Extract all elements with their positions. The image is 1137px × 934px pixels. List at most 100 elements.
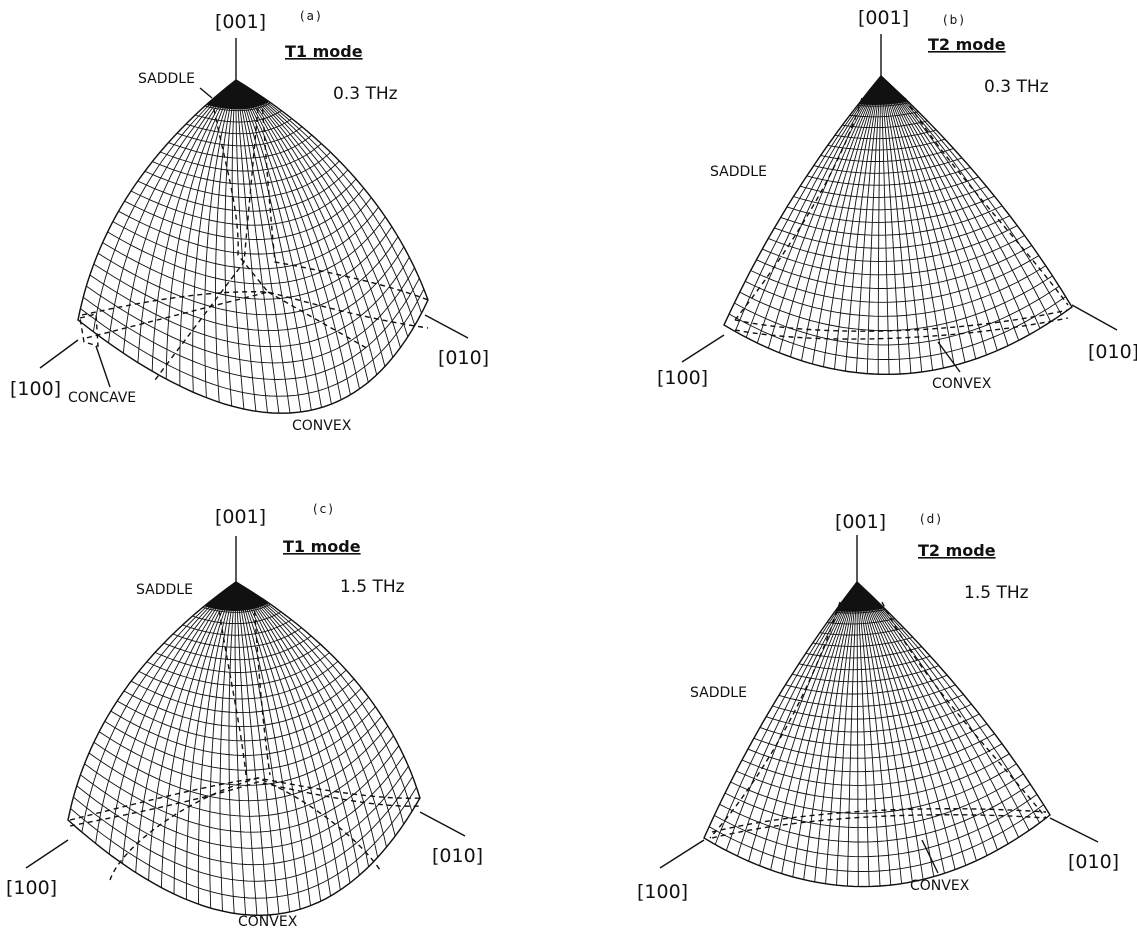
panel-c-grid-ring: [76, 765, 409, 866]
panel-d-convex-pointer: [921, 839, 939, 874]
panel-b-grid-meridian: [880, 75, 944, 369]
panel-b-grid-meridian: [880, 75, 1030, 335]
panel-a-axis-100: [39, 339, 79, 369]
panel-a-label-010: [010]: [438, 347, 489, 369]
panel-a: [001] (a) T1 mode 0.3 THz SADDLE [100] C…: [10, 9, 489, 434]
panel-d-grid-meridian: [814, 581, 858, 882]
panel-a-grid-meridian: [235, 79, 332, 405]
panel-a-grid-meridian: [235, 79, 429, 301]
panel-b-grid-meridian: [855, 75, 882, 373]
panel-b-axes: [681, 34, 1118, 363]
panel-d-frequency: 1.5 THz: [964, 583, 1029, 603]
panel-b-grid-meridian: [880, 75, 1062, 315]
panel-c-axis-010: [419, 811, 466, 837]
panel-d-grid-meridian: [856, 581, 913, 882]
panel-c-axes: [25, 536, 466, 869]
panel-d-axes: [659, 535, 1099, 869]
panel-c-mode-title: T1 mode: [283, 537, 361, 556]
panel-d-grid-meridian: [856, 581, 881, 887]
panel-c-grid-meridian: [235, 581, 387, 848]
panel-c-grid-meridian: [235, 581, 311, 906]
panel-a-grid-meridian: [235, 79, 394, 358]
panel-c-grid-meridian: [173, 581, 237, 895]
panel-b-grid-meridian: [844, 75, 882, 372]
panel-c-grid-meridian: [209, 581, 237, 909]
panel-d-grid-meridian: [856, 581, 870, 887]
panel-c-grid-ring: [182, 619, 292, 636]
panel-a-grid-ring: [86, 267, 415, 364]
panel-c-grid-meridian: [235, 581, 351, 884]
panel-b-subfigure-label: (b): [943, 13, 966, 27]
panel-c-frequency: 1.5 THz: [340, 577, 405, 597]
panel-d-axis-010: [1049, 817, 1099, 843]
panel-b-axis-010: [1071, 304, 1118, 331]
panel-c-grid-meridian: [235, 581, 370, 867]
panel-c-convex-label: CONVEX: [238, 914, 298, 930]
panel-a-grid-meridian: [165, 79, 237, 380]
panel-d-axis-100: [659, 839, 705, 869]
panel-a-grid-meridian: [137, 79, 237, 363]
panel-c-grid-meridian: [228, 581, 237, 914]
panel-a-label-001: [001]: [215, 11, 266, 33]
panel-c-axis-100: [25, 839, 69, 869]
panel-a-grid-meridian: [235, 79, 312, 411]
panel-c-grid-meridian: [235, 581, 332, 897]
panel-a-grid-meridian: [235, 79, 360, 390]
panel-c-grid-ring: [154, 643, 321, 673]
panel-d-mode-title: T2 mode: [918, 541, 996, 560]
panel-a-surface: [77, 79, 429, 414]
panel-d-grid-meridian: [714, 581, 858, 845]
panel-c-saddle-label: SADDLE: [136, 582, 193, 598]
panel-c-outline: [67, 581, 421, 917]
panel-d-grid-meridian: [770, 581, 858, 870]
panel-c-grid-ring: [192, 611, 282, 625]
panel-d-grid-meridian: [748, 581, 858, 862]
panel-c-grid-meridian: [219, 581, 237, 912]
panel-d-outline: [703, 581, 1051, 888]
panel-d-grid-meridian: [725, 581, 858, 851]
panel-c-grid-meridian: [235, 581, 258, 916]
panel-a-grid-meridian: [231, 79, 245, 410]
panel-b-grid-meridian: [880, 75, 1041, 329]
panel-b-grid-meridian: [812, 75, 882, 365]
panel-b-grid-meridian: [790, 75, 882, 358]
panel-c-subfigure-label: (c): [313, 502, 335, 516]
panel-b-mode-title: T2 mode: [928, 35, 1006, 54]
panel-c-grid-meridian: [81, 581, 237, 833]
panel-b-grid-meridian: [880, 75, 901, 375]
panel-d-grid-meridian: [759, 581, 858, 866]
panel-c-grid-meridian: [235, 581, 396, 837]
panel-c-grid-meridian: [235, 581, 341, 890]
panel-a-grid-meridian: [235, 79, 416, 326]
panel-d-subfigure-label: (d): [920, 512, 943, 526]
panel-b-grid-meridian: [734, 75, 882, 332]
panel-a-grid-meridian: [235, 79, 280, 414]
panel-c-label-001: [001]: [215, 506, 266, 528]
panel-c: [001] (c) T1 mode 1.5 THz SADDLE [100] […: [6, 502, 483, 930]
panel-d-grid-meridian: [856, 581, 1040, 824]
panel-d-label-001: [001]: [835, 511, 886, 533]
panel-c-grid-meridian: [234, 581, 247, 915]
panel-d-grid-meridian: [856, 581, 1009, 845]
panel-b: [001] (b) T2 mode 0.3 THz SADDLE [100] […: [657, 7, 1137, 392]
panel-a-grid-meridian: [235, 79, 291, 414]
panel-b-saddle-label: SADDLE: [710, 164, 767, 180]
panel-c-grid-meridian: [235, 581, 280, 914]
panel-d-saddle-label: SADDLE: [690, 685, 747, 701]
panel-b-outline: [723, 75, 1073, 375]
panel-a-grid-meridian: [235, 79, 422, 314]
panel-b-label-100: [100]: [657, 367, 708, 389]
panel-b-grid-meridian: [745, 75, 882, 338]
panel-a-grid-meridian: [122, 79, 237, 354]
panel-c-surface: [67, 581, 421, 917]
panel-d-label-010: [010]: [1068, 851, 1119, 873]
panel-c-grid-meridian: [135, 581, 237, 873]
panel-b-frequency: 0.3 THz: [984, 77, 1049, 97]
panel-b-grid-meridian: [778, 75, 882, 353]
panel-d-grid-meridian: [856, 581, 988, 856]
panel-b-label-010: [010]: [1088, 341, 1137, 363]
panel-a-grid-meridian: [224, 79, 237, 407]
panel-a-mode-title: T1 mode: [285, 42, 363, 61]
panel-d-grid-meridian: [856, 582, 859, 887]
panel-c-apex-cap: [204, 582, 270, 611]
